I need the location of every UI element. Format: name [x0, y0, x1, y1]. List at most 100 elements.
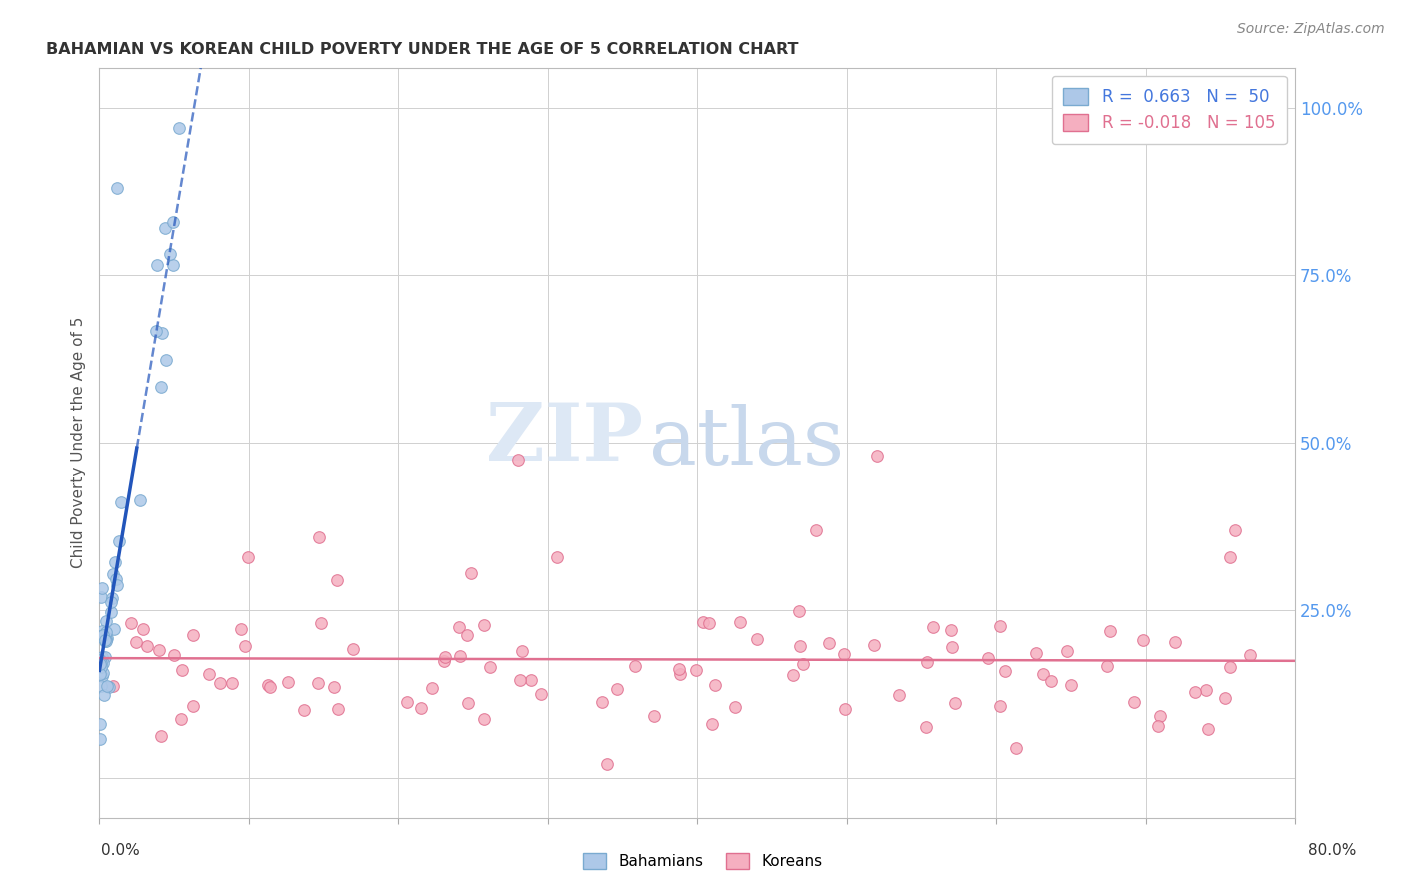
Point	[91, 581, 114, 595]
Point	[93, 688, 115, 702]
Point	[530, 687, 553, 701]
Point	[520, 673, 543, 687]
Point	[1025, 647, 1047, 661]
Point	[159, 247, 181, 261]
Point	[420, 681, 443, 696]
Point	[238, 549, 260, 564]
Point	[1184, 685, 1206, 699]
Point	[668, 661, 690, 675]
Point	[596, 757, 619, 772]
Point	[342, 642, 364, 657]
Point	[120, 616, 142, 631]
Point	[624, 659, 647, 673]
Point	[724, 699, 747, 714]
Text: ZIP: ZIP	[486, 400, 644, 478]
Point	[104, 555, 127, 569]
Point	[804, 523, 827, 537]
Point	[107, 534, 129, 549]
Point	[94, 650, 117, 665]
Point	[221, 675, 243, 690]
Point	[93, 628, 115, 642]
Point	[832, 647, 855, 661]
Point	[1056, 644, 1078, 658]
Point	[90, 624, 112, 638]
Point	[941, 623, 963, 637]
Point	[89, 666, 111, 681]
Point	[685, 664, 707, 678]
Point	[1123, 695, 1146, 709]
Point	[94, 632, 117, 647]
Point	[167, 120, 190, 135]
Point	[863, 639, 886, 653]
Point	[172, 663, 194, 677]
Point	[163, 648, 186, 663]
Point	[235, 639, 257, 653]
Point	[915, 656, 938, 670]
Point	[100, 605, 122, 619]
Point	[1040, 674, 1063, 689]
Point	[1005, 741, 1028, 756]
Point	[697, 615, 720, 630]
Legend: Bahamians, Koreans: Bahamians, Koreans	[578, 847, 828, 875]
Point	[1032, 666, 1054, 681]
Point	[834, 702, 856, 716]
Point	[943, 696, 966, 710]
Point	[782, 667, 804, 681]
Point	[865, 449, 887, 463]
Point	[294, 703, 316, 717]
Point	[456, 628, 478, 642]
Point	[94, 624, 117, 639]
Point	[89, 717, 111, 731]
Point	[789, 640, 811, 654]
Point	[100, 595, 122, 609]
Point	[792, 657, 814, 672]
Point	[1195, 682, 1218, 697]
Point	[922, 620, 945, 634]
Point	[457, 697, 479, 711]
Point	[94, 634, 117, 648]
Point	[105, 181, 128, 195]
Point	[889, 688, 911, 702]
Point	[89, 653, 111, 667]
Point	[153, 220, 176, 235]
Point	[90, 679, 112, 693]
Point	[433, 654, 456, 668]
Point	[96, 631, 118, 645]
Point	[1132, 632, 1154, 647]
Point	[411, 700, 433, 714]
Point	[101, 591, 124, 605]
Point	[509, 673, 531, 687]
Point	[169, 712, 191, 726]
Point	[125, 634, 148, 648]
Point	[643, 708, 665, 723]
Point	[328, 701, 350, 715]
Point	[132, 623, 155, 637]
Point	[326, 574, 349, 588]
Point	[1239, 648, 1261, 662]
Point	[472, 618, 495, 632]
Point	[692, 615, 714, 630]
Point	[460, 566, 482, 581]
Point	[257, 677, 280, 691]
Point	[91, 649, 114, 664]
Point	[146, 259, 169, 273]
Point	[259, 680, 281, 694]
Point	[148, 643, 170, 657]
Point	[702, 717, 724, 731]
Point	[988, 698, 1011, 713]
Point	[1095, 658, 1118, 673]
Point	[606, 682, 628, 697]
Legend: R =  0.663   N =  50, R = -0.018   N = 105: R = 0.663 N = 50, R = -0.018 N = 105	[1052, 76, 1286, 144]
Point	[941, 640, 963, 654]
Point	[449, 620, 471, 634]
Point	[994, 664, 1017, 678]
Point	[322, 681, 344, 695]
Point	[479, 660, 502, 674]
Text: BAHAMIAN VS KOREAN CHILD POVERTY UNDER THE AGE OF 5 CORRELATION CHART: BAHAMIAN VS KOREAN CHILD POVERTY UNDER T…	[45, 42, 799, 57]
Point	[914, 720, 936, 734]
Point	[988, 619, 1011, 633]
Point	[1099, 624, 1122, 639]
Point	[817, 635, 839, 649]
Point	[91, 669, 114, 683]
Point	[198, 666, 221, 681]
